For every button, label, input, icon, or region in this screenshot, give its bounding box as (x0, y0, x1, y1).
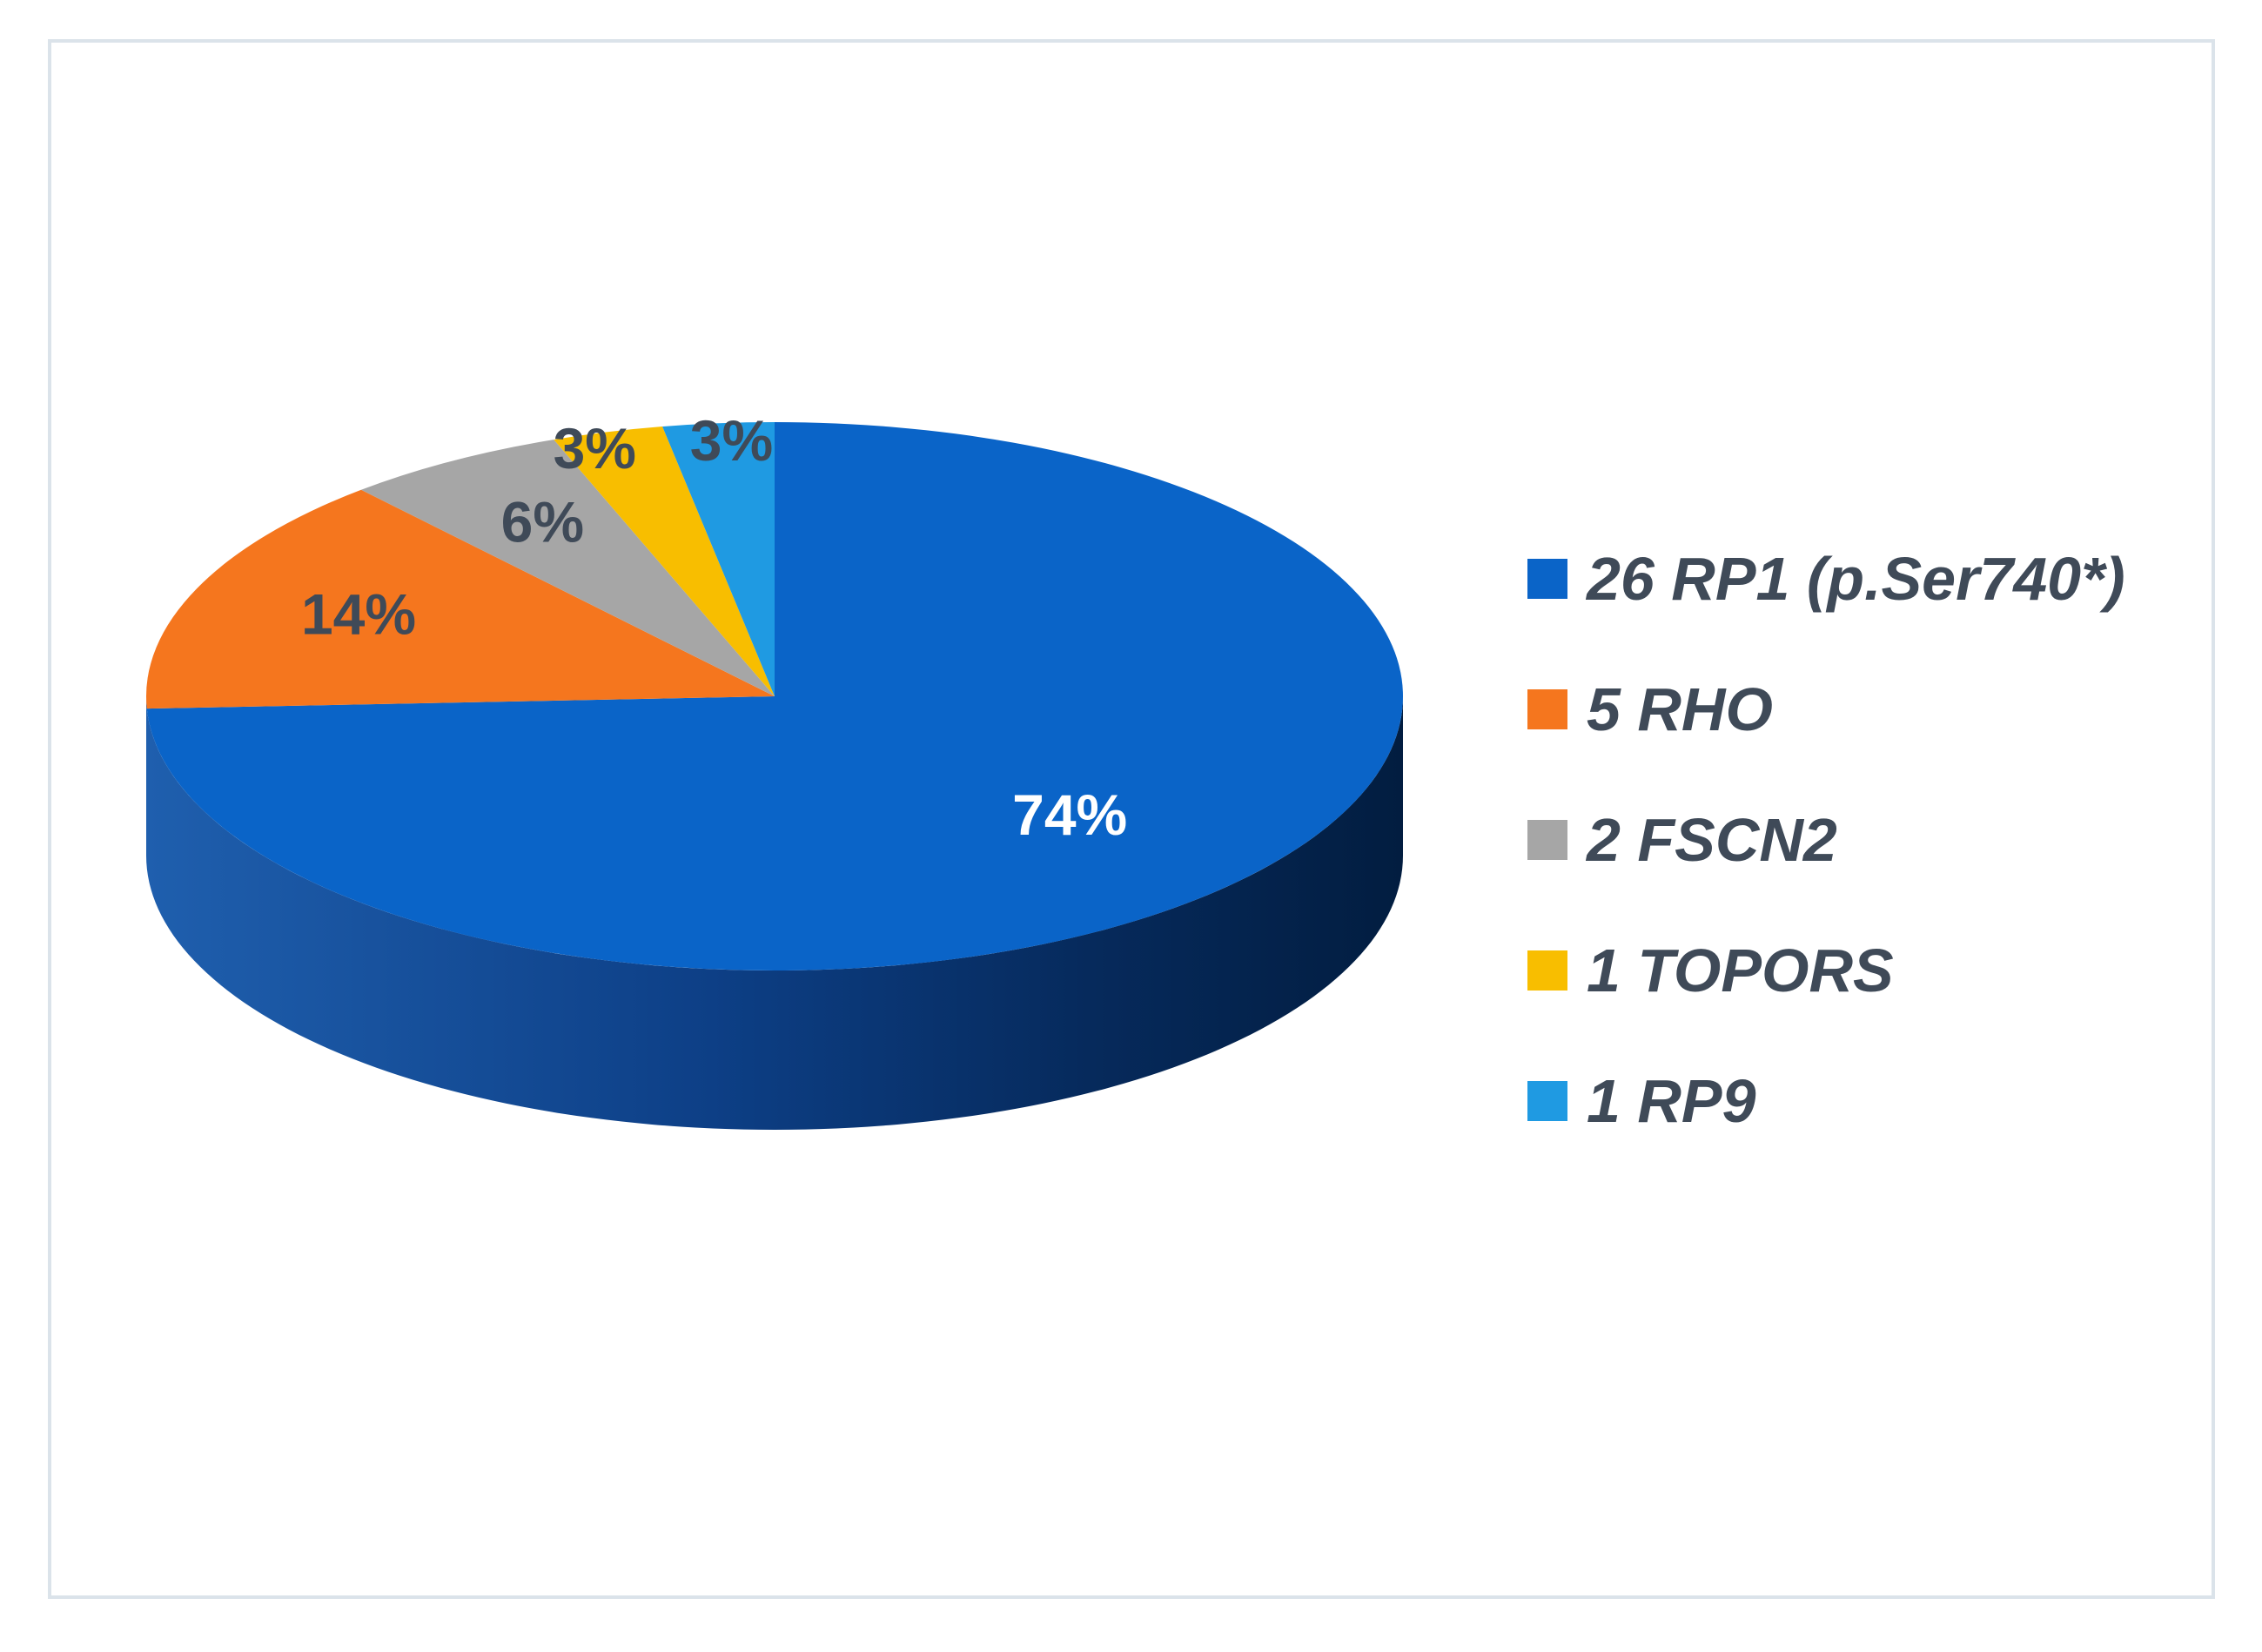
pie-slice-fscn2 (360, 440, 775, 696)
slice-percent-label: 3% (690, 408, 773, 473)
legend-swatch (1527, 559, 1567, 599)
slice-percent-label: 74% (1012, 782, 1127, 847)
legend-label: 5 RHO (1587, 675, 1773, 743)
legend-label: 1 RP9 (1587, 1067, 1756, 1135)
legend-label: 26 RP1 (p.Ser740*) (1587, 545, 2125, 613)
legend-swatch (1527, 950, 1567, 991)
legend: 26 RP1 (p.Ser740*) 5 RHO 2 FSCN2 1 TOPORS 1 … (1527, 514, 2125, 1166)
legend-swatch (1527, 689, 1567, 729)
pie-slice-rho (146, 489, 775, 709)
slice-percent-label: 6% (501, 490, 584, 554)
legend-item: 5 RHO (1527, 644, 2125, 775)
pie-side-wall (146, 696, 1403, 1130)
legend-item: 2 FSCN2 (1527, 775, 2125, 905)
legend-swatch (1527, 820, 1567, 860)
pie-slice-rp9 (662, 422, 775, 696)
legend-item: 26 RP1 (p.Ser740*) (1527, 514, 2125, 644)
slice-percent-label: 14% (301, 581, 416, 646)
slice-percent-label: 3% (554, 416, 636, 480)
legend-label: 2 FSCN2 (1587, 806, 1837, 874)
legend-label: 1 TOPORS (1587, 937, 1894, 1004)
legend-item: 1 RP9 (1527, 1036, 2125, 1166)
legend-item: 1 TOPORS (1527, 905, 2125, 1036)
pie-slice-rp1 (146, 422, 1404, 970)
pie-slice-topors (554, 426, 775, 696)
legend-swatch (1527, 1081, 1567, 1121)
